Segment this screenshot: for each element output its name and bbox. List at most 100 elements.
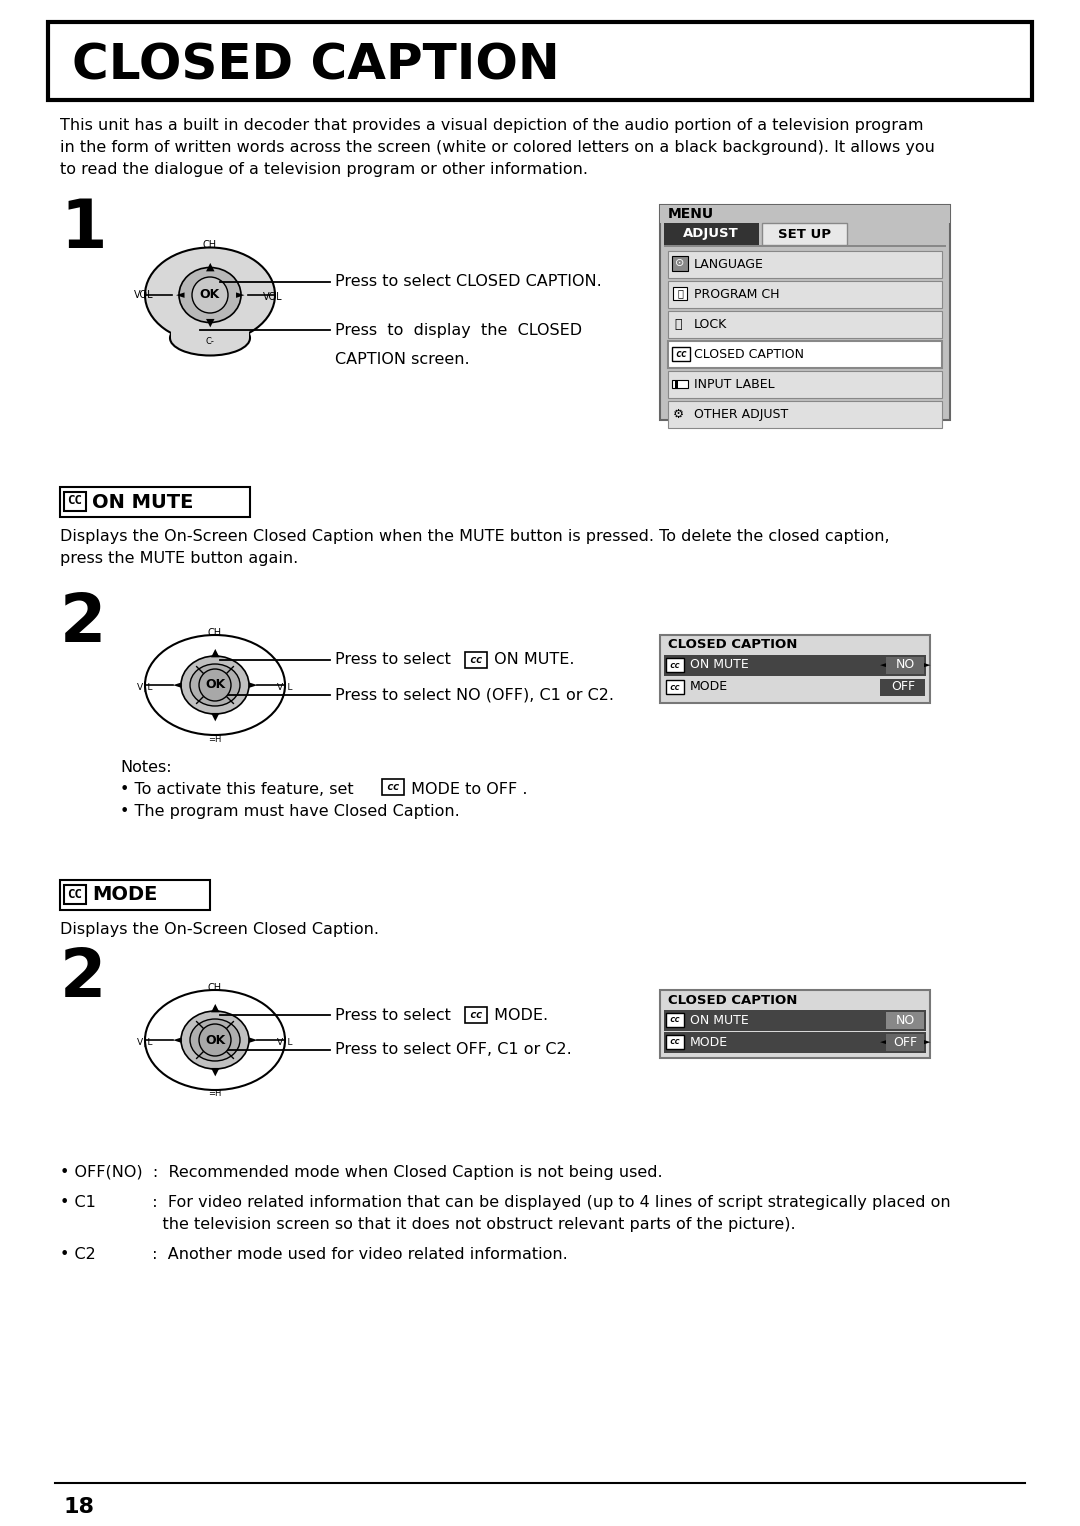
Text: cc: cc	[469, 1010, 483, 1019]
Text: SET UP: SET UP	[778, 227, 831, 241]
Text: • To activate this feature, set: • To activate this feature, set	[120, 781, 359, 797]
Text: 2: 2	[60, 945, 106, 1012]
Text: ▼: ▼	[206, 317, 214, 328]
Circle shape	[199, 668, 231, 700]
Bar	[48, 21, 1032, 101]
Text: CLOSED CAPTION: CLOSED CAPTION	[72, 41, 559, 89]
Text: 🔒: 🔒	[674, 317, 681, 331]
Bar	[664, 1032, 926, 1053]
Text: LOCK: LOCK	[694, 317, 727, 331]
Bar	[664, 655, 926, 676]
Bar	[660, 990, 930, 1058]
Bar	[664, 223, 759, 246]
Bar	[382, 778, 404, 795]
Ellipse shape	[181, 1012, 249, 1070]
Bar	[60, 487, 249, 517]
Text: =H: =H	[208, 1090, 221, 1099]
Bar	[171, 320, 249, 337]
Text: VOL: VOL	[264, 291, 283, 302]
Text: ◄: ◄	[173, 1035, 181, 1045]
Text: ►: ►	[922, 661, 931, 670]
Ellipse shape	[190, 1019, 240, 1061]
Text: NO: NO	[895, 1013, 915, 1027]
Text: Press  to  display  the  CLOSED: Press to display the CLOSED	[335, 322, 582, 337]
Text: MENU: MENU	[669, 208, 714, 221]
Text: ►: ►	[235, 290, 244, 301]
Text: Press to select: Press to select	[335, 1007, 456, 1022]
Ellipse shape	[145, 635, 285, 736]
Text: ON MUTE: ON MUTE	[690, 1013, 748, 1027]
Text: ON MUTE: ON MUTE	[92, 493, 193, 511]
Text: ►: ►	[248, 681, 257, 690]
Text: CH: CH	[208, 629, 222, 638]
Text: cc: cc	[670, 661, 680, 670]
Text: ►: ►	[922, 1038, 931, 1047]
Bar	[666, 1035, 684, 1048]
Bar	[666, 681, 684, 694]
Bar	[673, 287, 687, 301]
Bar	[666, 658, 684, 671]
Text: • C1           :  For video related information that can be displayed (up to 4 l: • C1 : For video related information tha…	[60, 1195, 950, 1210]
Text: C-: C-	[205, 337, 215, 346]
Text: V│L: V│L	[276, 682, 294, 693]
Text: MODE: MODE	[690, 681, 728, 693]
Bar	[886, 658, 924, 674]
Text: CC: CC	[67, 888, 82, 900]
Bar	[886, 1012, 924, 1029]
Text: ⊙: ⊙	[675, 258, 685, 269]
Text: ▲: ▲	[211, 649, 219, 658]
Text: CH: CH	[203, 240, 217, 250]
Text: CLOSED CAPTION: CLOSED CAPTION	[694, 348, 804, 362]
Bar	[660, 635, 930, 703]
Bar	[672, 256, 688, 272]
Bar	[669, 311, 942, 337]
Text: PROGRAM CH: PROGRAM CH	[694, 288, 780, 301]
Text: • The program must have Closed Caption.: • The program must have Closed Caption.	[120, 804, 460, 819]
Text: CLOSED CAPTION: CLOSED CAPTION	[669, 638, 797, 652]
Text: MODE: MODE	[92, 885, 158, 905]
Bar	[660, 204, 950, 420]
Text: VOL: VOL	[134, 290, 153, 301]
Text: V│L: V│L	[137, 682, 153, 693]
Text: Displays the On-Screen Closed Caption when the MUTE button is pressed. To delete: Displays the On-Screen Closed Caption wh…	[60, 530, 890, 566]
Text: cc: cc	[469, 655, 483, 665]
Ellipse shape	[145, 990, 285, 1090]
Text: the television screen so that it does not obstruct relevant parts of the picture: the television screen so that it does no…	[60, 1218, 796, 1231]
Bar	[64, 885, 86, 903]
Bar	[762, 223, 847, 246]
Text: OTHER ADJUST: OTHER ADJUST	[694, 407, 788, 421]
Bar	[675, 380, 678, 388]
Ellipse shape	[181, 656, 249, 714]
Text: MODE to OFF .: MODE to OFF .	[406, 783, 527, 798]
Bar	[465, 1007, 487, 1022]
Text: =H: =H	[208, 734, 221, 743]
Text: Displays the On-Screen Closed Caption.: Displays the On-Screen Closed Caption.	[60, 922, 379, 937]
Text: Press to select OFF, C1 or C2.: Press to select OFF, C1 or C2.	[335, 1042, 571, 1058]
Text: ⚙: ⚙	[673, 407, 684, 421]
Text: • OFF(NO)  :  Recommended mode when Closed Caption is not being used.: • OFF(NO) : Recommended mode when Closed…	[60, 1164, 663, 1180]
Text: Press to select: Press to select	[335, 653, 456, 667]
Bar	[660, 204, 950, 223]
Text: ON MUTE.: ON MUTE.	[489, 653, 575, 667]
Text: Notes:: Notes:	[120, 760, 172, 775]
Bar	[664, 1010, 926, 1032]
Text: ◄: ◄	[880, 661, 889, 670]
Text: 18: 18	[63, 1497, 94, 1517]
Text: 🔒: 🔒	[677, 288, 683, 298]
Text: Press to select NO (OFF), C1 or C2.: Press to select NO (OFF), C1 or C2.	[335, 688, 615, 702]
Bar	[669, 250, 942, 278]
Text: ►: ►	[248, 1035, 257, 1045]
Text: 2: 2	[60, 591, 106, 656]
Text: CH: CH	[208, 983, 222, 993]
Bar	[664, 246, 946, 247]
Text: ▲: ▲	[206, 262, 214, 272]
Text: ▼: ▼	[211, 713, 219, 722]
Bar	[64, 491, 86, 511]
Text: 1: 1	[60, 195, 107, 262]
Text: CC: CC	[67, 494, 82, 508]
Text: OFF: OFF	[891, 681, 915, 693]
Text: ▼: ▼	[211, 1067, 219, 1077]
Text: OFF: OFF	[893, 1036, 917, 1048]
Text: MODE.: MODE.	[489, 1007, 549, 1022]
Text: cc: cc	[670, 1015, 680, 1024]
